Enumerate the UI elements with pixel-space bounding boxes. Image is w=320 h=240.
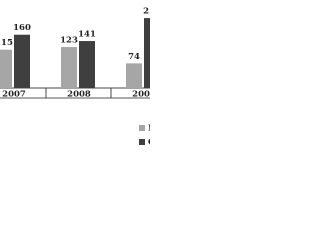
bar [0,49,12,88]
bar [61,47,77,88]
data-label: 115 [0,38,13,48]
legend-label: N [148,124,150,134]
data-label: 210 [143,7,150,17]
legend-label: O [148,138,150,148]
bar [144,18,150,88]
x-tick-label: 2008 [67,90,91,100]
data-label: 160 [13,23,31,33]
bar [79,41,95,88]
data-label: 123 [60,36,78,46]
data-label: 74 [128,52,140,62]
legend-swatch [139,125,145,131]
bar [14,34,30,88]
page: 20071151602008123141200974210NO (() => {… [0,0,150,150]
x-tick-label: 2007 [2,90,26,100]
bar [126,63,142,88]
data-label: 141 [78,30,96,40]
legend-swatch [139,139,145,145]
x-tick-label: 2009 [132,90,150,100]
